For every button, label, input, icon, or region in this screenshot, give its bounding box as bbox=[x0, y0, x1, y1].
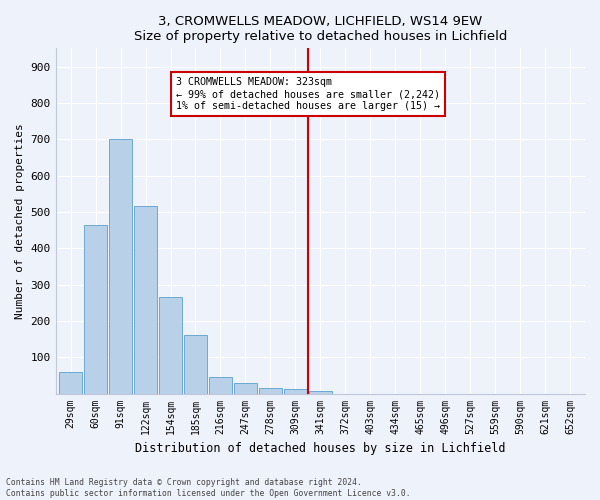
Bar bbox=[109, 139, 132, 394]
Bar bbox=[159, 298, 182, 394]
X-axis label: Distribution of detached houses by size in Lichfield: Distribution of detached houses by size … bbox=[135, 442, 506, 455]
Bar bbox=[184, 336, 207, 394]
Text: Contains HM Land Registry data © Crown copyright and database right 2024.
Contai: Contains HM Land Registry data © Crown c… bbox=[6, 478, 410, 498]
Title: 3, CROMWELLS MEADOW, LICHFIELD, WS14 9EW
Size of property relative to detached h: 3, CROMWELLS MEADOW, LICHFIELD, WS14 9EW… bbox=[134, 15, 507, 43]
Text: 3 CROMWELLS MEADOW: 323sqm
← 99% of detached houses are smaller (2,242)
1% of se: 3 CROMWELLS MEADOW: 323sqm ← 99% of deta… bbox=[176, 78, 440, 110]
Bar bbox=[209, 377, 232, 394]
Bar bbox=[85, 224, 107, 394]
Bar bbox=[59, 372, 82, 394]
Y-axis label: Number of detached properties: Number of detached properties bbox=[15, 123, 25, 319]
Bar bbox=[259, 388, 281, 394]
Bar bbox=[284, 389, 307, 394]
Bar bbox=[309, 391, 332, 394]
Bar bbox=[134, 206, 157, 394]
Bar bbox=[234, 382, 257, 394]
